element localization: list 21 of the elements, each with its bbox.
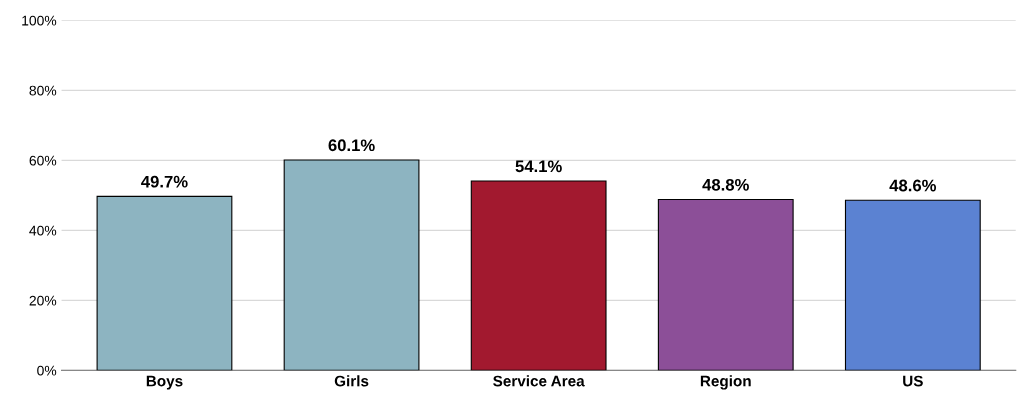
- x-tick-label: Girls: [334, 375, 369, 387]
- data-label: 48.8%: [702, 178, 749, 191]
- y-tick-label: 60%: [29, 155, 57, 166]
- x-tick-label: US: [903, 375, 923, 387]
- bar: [657, 199, 794, 371]
- bar: [844, 199, 981, 371]
- bar: [470, 180, 607, 371]
- y-tick-label: 40%: [29, 225, 57, 236]
- data-label: 54.1%: [515, 160, 562, 173]
- data-label: 49.7%: [141, 175, 188, 188]
- data-label: 48.6%: [889, 179, 937, 192]
- y-tick-label: 0%: [37, 365, 57, 376]
- y-tick-label: 100%: [22, 15, 57, 26]
- y-tick-label: 80%: [29, 85, 57, 96]
- x-tick-label: Region: [700, 375, 751, 390]
- x-tick-label: Service Area: [493, 375, 585, 387]
- bar: [96, 195, 233, 371]
- x-tick-label: Boys: [146, 375, 183, 390]
- y-tick-label: 20%: [29, 295, 57, 306]
- data-label: 60.1%: [328, 139, 375, 152]
- bar: [283, 159, 420, 371]
